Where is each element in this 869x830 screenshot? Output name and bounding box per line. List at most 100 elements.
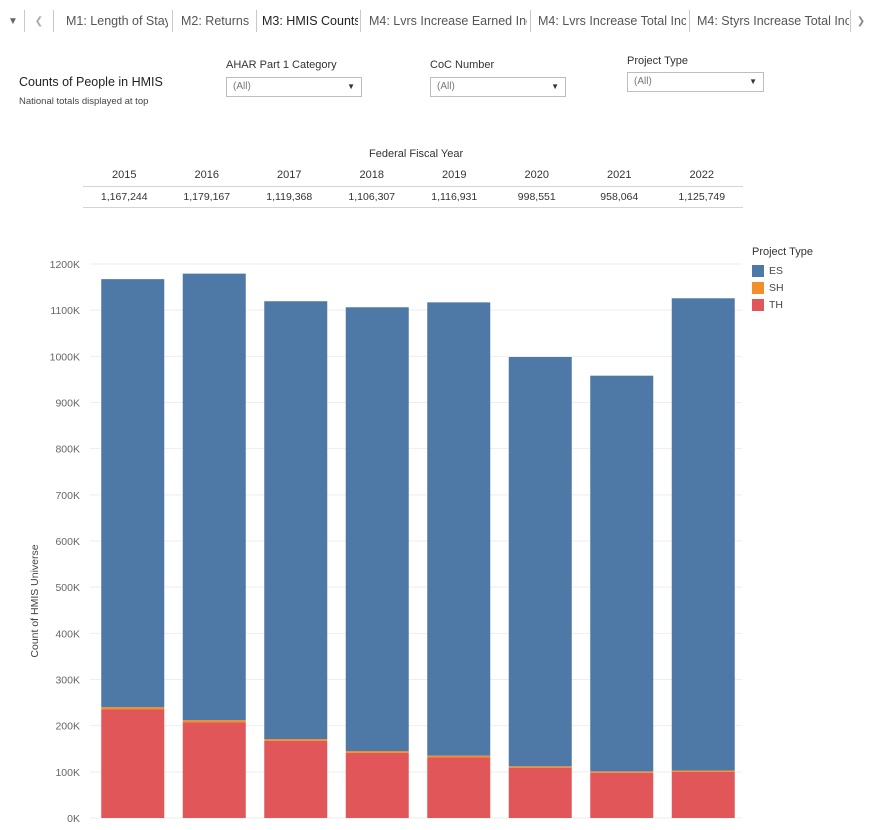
total-cell-2016[interactable]: 1,179,167 (165, 185, 248, 208)
y-tick-label: 0K (67, 813, 80, 825)
y-tick-label: 400K (55, 628, 80, 640)
tab-m1-length-of-stay[interactable]: M1: Length of Stay (66, 14, 168, 28)
tab-m4-lvrs-increase-total-inc[interactable]: M4: Lvrs Increase Total Inc. (538, 14, 686, 28)
tab-divider (530, 10, 531, 32)
bar-segment-es-2018[interactable] (345, 307, 409, 752)
tab-divider (689, 10, 690, 32)
caret-down-icon: ▼ (347, 82, 355, 91)
filter-label-project-type: Project Type (627, 55, 688, 67)
y-tick-label: 200K (55, 721, 80, 733)
bar-segment-es-2022[interactable] (671, 298, 735, 771)
bar-segment-sh-2016[interactable] (182, 720, 246, 723)
bar-segment-sh-2018[interactable] (345, 751, 409, 753)
y-tick-label: 1200K (50, 259, 80, 271)
legend-label-sh: SH (769, 281, 784, 294)
year-header-2015: 2015 (112, 169, 137, 182)
bar-segment-sh-2019[interactable] (427, 755, 491, 758)
total-cell-2017[interactable]: 1,119,368 (248, 185, 331, 208)
year-header-2016: 2016 (194, 169, 219, 182)
bar-segment-es-2017[interactable] (264, 301, 328, 740)
year-header-2018: 2018 (359, 169, 384, 182)
tab-divider (360, 10, 361, 32)
legend-swatch-sh (752, 281, 764, 294)
y-tick-label: 800K (55, 444, 80, 456)
bar-segment-sh-2022[interactable] (671, 770, 735, 772)
bar-segment-th-2016[interactable] (182, 722, 246, 818)
bar-segment-th-2020[interactable] (508, 767, 572, 818)
coc-number-dropdown[interactable]: (All) ▼ (430, 77, 566, 97)
bar-segment-sh-2021[interactable] (590, 771, 654, 773)
bar-segment-es-2020[interactable] (508, 357, 572, 767)
chevron-right-icon[interactable]: ❯ (856, 15, 866, 27)
legend-swatch-es (752, 264, 764, 277)
bar-segment-th-2018[interactable] (345, 752, 409, 818)
total-cell-2022[interactable]: 1,125,749 (660, 185, 743, 208)
bar-segment-th-2017[interactable] (264, 740, 328, 818)
total-cell-2015[interactable]: 1,167,244 (83, 185, 166, 208)
legend-swatch-th (752, 298, 764, 311)
chevron-left-icon[interactable]: ❮ (34, 15, 44, 27)
project-type-value: (All) (634, 76, 652, 87)
total-cell-2019[interactable]: 1,116,931 (413, 185, 496, 208)
y-tick-label: 500K (55, 582, 80, 594)
legend-item-sh[interactable]: SH (752, 279, 813, 296)
legend-label-es: ES (769, 264, 784, 277)
dropdown-menu-icon[interactable]: ▼ (8, 15, 18, 27)
y-tick-label: 600K (55, 536, 80, 548)
bar-segment-th-2019[interactable] (427, 757, 491, 818)
bar-segment-th-2015[interactable] (101, 709, 165, 818)
bar-segment-sh-2017[interactable] (264, 739, 328, 741)
y-tick-label: 100K (55, 767, 80, 779)
filter-label-coc-number: CoC Number (430, 59, 495, 71)
total-cell-2021[interactable]: 958,064 (578, 185, 661, 208)
tab-m4-lvrs-increase-earned-inc[interactable]: M4: Lvrs Increase Earned Inc. (369, 14, 527, 28)
bar-segment-es-2015[interactable] (101, 279, 165, 708)
national-totals-table: 2015 2016 2017 2018 2019 2020 2021 2022 … (83, 165, 743, 208)
year-header-2022: 2022 (689, 169, 714, 182)
bar-segment-sh-2015[interactable] (101, 707, 165, 710)
tab-divider (53, 10, 54, 32)
tab-m2-returns[interactable]: M2: Returns (181, 14, 250, 28)
y-tick-label: 300K (55, 675, 80, 687)
tab-divider (256, 10, 257, 32)
filter-label-ahar-category: AHAR Part 1 Category (226, 59, 337, 71)
tab-m4-styrs-increase-total-inc[interactable]: M4: Styrs Increase Total Inc. (697, 14, 849, 28)
year-header-2019: 2019 (442, 169, 467, 182)
y-tick-label: 1100K (50, 305, 80, 317)
bar-segment-sh-2020[interactable] (508, 766, 572, 768)
caret-down-icon: ▼ (551, 82, 559, 91)
tab-divider (24, 10, 25, 32)
total-cell-2018[interactable]: 1,106,307 (330, 185, 413, 208)
hmis-counts-chart: 0K 100K 200K 300K 400K 500K 600K 700K 800K 900K 10… (29, 259, 742, 825)
year-header-2021: 2021 (607, 169, 632, 182)
chart-legend: Project Type ES SH TH (752, 246, 813, 313)
y-axis-title: Count of HMIS Universe (29, 544, 41, 657)
tab-strip: ▼ ❮ M1: Length of Stay M2: Returns M3: H… (0, 0, 869, 42)
year-header-2017: 2017 (277, 169, 302, 182)
total-cell-2020[interactable]: 998,551 (495, 185, 578, 208)
bar-segment-es-2016[interactable] (182, 273, 246, 721)
y-tick-label: 900K (55, 398, 80, 410)
page-title: Counts of People in HMIS (19, 75, 163, 89)
project-type-dropdown[interactable]: (All) ▼ (627, 72, 764, 92)
total-values-row: 1,167,244 1,179,167 1,119,368 1,106,307 … (83, 185, 743, 208)
bar-segment-es-2019[interactable] (427, 302, 491, 756)
tab-m3-hmis-counts[interactable]: M3: HMIS Counts (262, 14, 358, 28)
coc-number-value: (All) (437, 81, 455, 92)
y-tick-label: 700K (55, 490, 80, 502)
page-subtitle: National totals displayed at top (19, 96, 149, 107)
legend-label-th: TH (769, 298, 783, 311)
legend-title: Project Type (752, 246, 813, 258)
ahar-category-dropdown[interactable]: (All) ▼ (226, 77, 362, 97)
bar-segment-es-2021[interactable] (590, 375, 654, 772)
year-header-2020: 2020 (524, 169, 549, 182)
caret-down-icon: ▼ (749, 77, 757, 86)
bar-segment-th-2021[interactable] (590, 772, 654, 818)
bar-segment-th-2022[interactable] (671, 771, 735, 818)
legend-item-th[interactable]: TH (752, 296, 813, 313)
ahar-category-value: (All) (233, 81, 251, 92)
legend-item-es[interactable]: ES (752, 262, 813, 279)
tab-divider (172, 10, 173, 32)
y-tick-label: 1000K (50, 351, 80, 363)
year-header-row: 2015 2016 2017 2018 2019 2020 2021 2022 (83, 165, 743, 186)
